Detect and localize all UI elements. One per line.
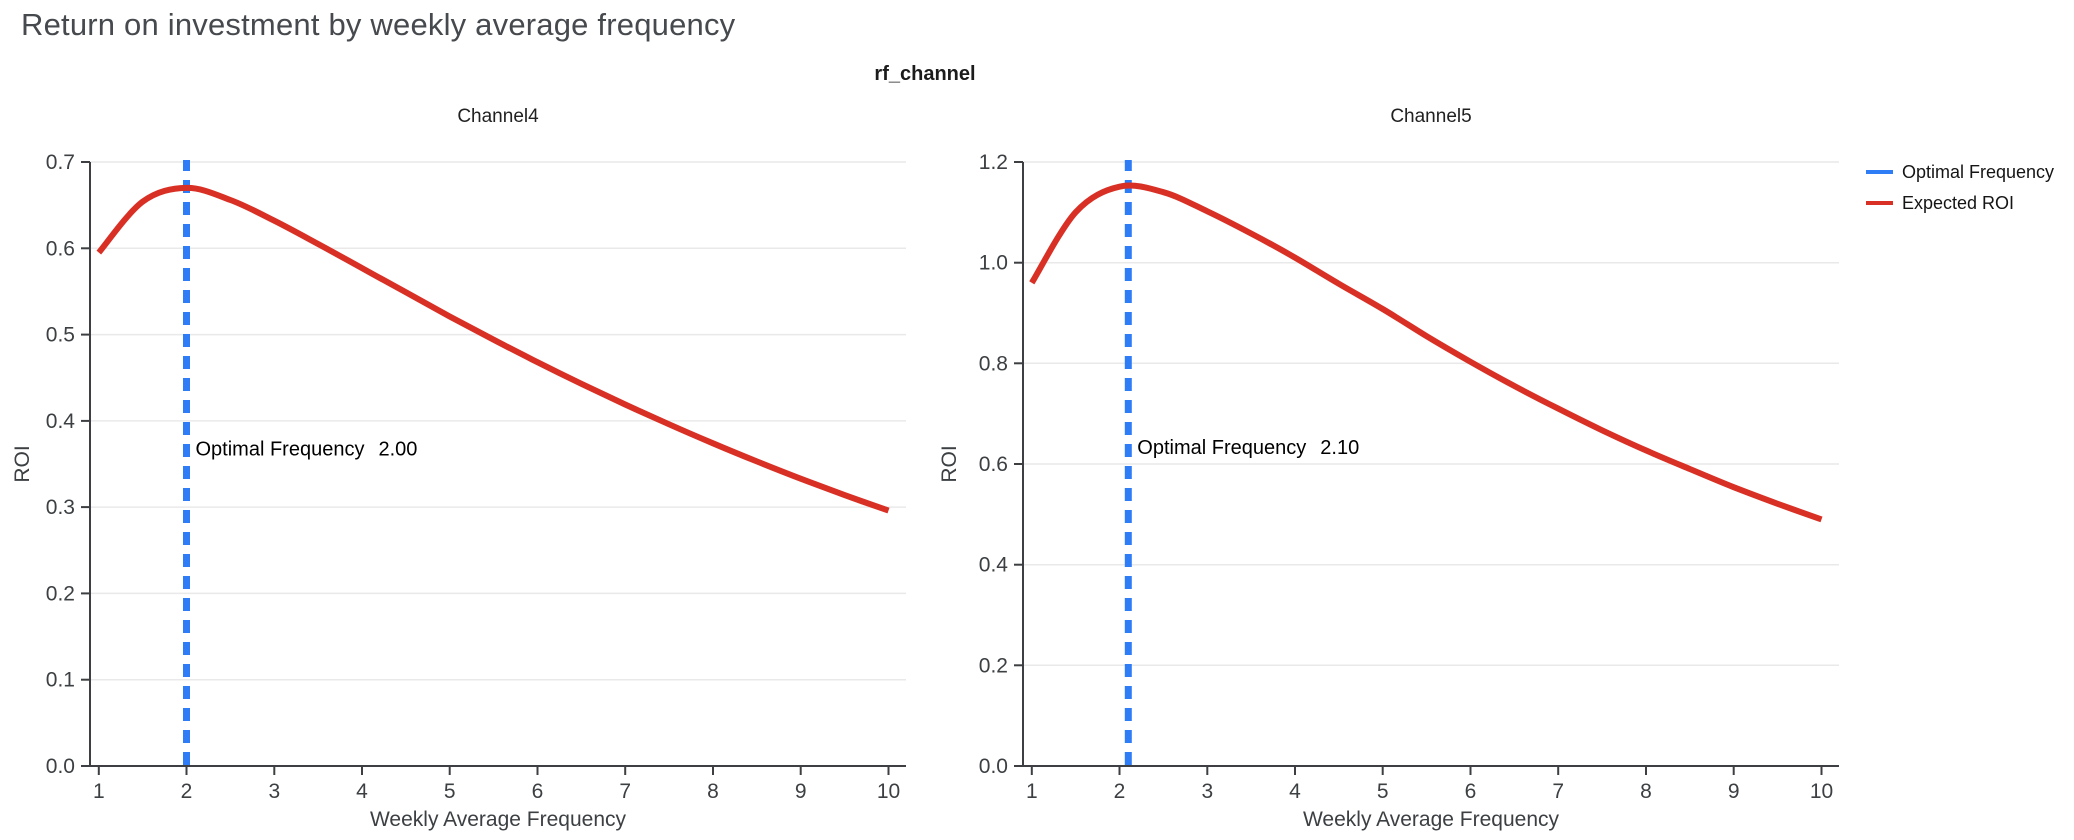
- subplot-title-channel5: Channel5: [1390, 106, 1472, 127]
- x-tick-label: 6: [1465, 780, 1477, 803]
- y-tick-label: 0.0: [46, 755, 75, 778]
- y-tick-label: 0.4: [46, 410, 76, 433]
- legend-entry-optimal-frequency: Optimal Frequency: [1866, 161, 2054, 183]
- subplot-channel5: 0.0 0.2 0.4 0.6 0.8 1.0 1.2 1 2 3 4 5 6 7 8 9 10 Optimal …: [979, 151, 1839, 803]
- optimal-frequency-annotation: Optimal Frequency 2.00: [196, 438, 418, 460]
- x-tick-label: 4: [356, 780, 368, 803]
- optimal-frequency-annotation: Optimal Frequency 2.10: [1137, 437, 1359, 459]
- y-tick-label: 0.5: [46, 324, 75, 347]
- x-tick-label: 10: [877, 780, 900, 803]
- y-tick-label: 0.4: [979, 554, 1009, 577]
- x-tick-label: 1: [93, 780, 105, 803]
- y-tick-label: 0.8: [979, 352, 1008, 375]
- x-axis-label-channel5: Weekly Average Frequency: [1302, 808, 1560, 831]
- legend-entry-expected-roi: Expected ROI: [1866, 192, 2054, 214]
- legend-label-optimal-frequency: Optimal Frequency: [1902, 161, 2055, 182]
- y-axis-label-channel5: ROI: [938, 445, 961, 483]
- x-tick-label: 10: [1810, 780, 1833, 803]
- y-axis-label-channel4: ROI: [11, 445, 34, 483]
- x-tick-label: 5: [1377, 780, 1389, 803]
- legend: Optimal Frequency Expected ROI: [1866, 161, 2054, 223]
- x-tick-label: 7: [1552, 780, 1564, 803]
- y-tick-label: 0.2: [46, 582, 75, 605]
- y-tick-label: 0.7: [46, 151, 75, 174]
- y-tick-label: 0.0: [979, 755, 1008, 778]
- page-title: Return on investment by weekly average f…: [21, 7, 736, 42]
- y-tick-label: 0.1: [46, 669, 75, 692]
- y-tick-label: 1.2: [979, 151, 1008, 174]
- x-tick-label: 5: [444, 780, 456, 803]
- x-tick-label: 9: [1728, 780, 1740, 803]
- expected-roi-curve: [1029, 182, 1823, 523]
- y-tick-label: 0.2: [979, 654, 1008, 677]
- x-tick-label: 3: [268, 780, 280, 803]
- x-axis-label-channel4: Weekly Average Frequency: [369, 808, 627, 831]
- x-tick-label: 2: [181, 780, 193, 803]
- x-tick-label: 6: [532, 780, 544, 803]
- x-tick-label: 3: [1201, 780, 1213, 803]
- y-tick-label: 1.0: [979, 252, 1008, 275]
- x-tick-label: 9: [795, 780, 807, 803]
- expected-roi-curve: [96, 184, 890, 514]
- subplot-title-channel4: Channel4: [457, 106, 539, 127]
- y-tick-label: 0.6: [979, 453, 1008, 476]
- figure-suptitle: rf_channel: [874, 63, 976, 85]
- expected-roi-line-swatch: [1866, 201, 1893, 205]
- x-tick-label: 8: [1640, 780, 1652, 803]
- x-tick-label: 8: [707, 780, 719, 803]
- x-tick-label: 4: [1289, 780, 1301, 803]
- x-tick-label: 2: [1114, 780, 1126, 803]
- y-tick-label: 0.3: [46, 496, 75, 519]
- optimal-frequency-line-swatch: [1866, 170, 1893, 174]
- y-tick-label: 0.6: [46, 237, 75, 260]
- legend-label-expected-roi: Expected ROI: [1902, 192, 2015, 213]
- subplot-channel4: 0.0 0.1 0.2 0.3 0.4 0.5 0.6 0.7 1 2 3 4 5 6 7 8 9 10 Optim…: [46, 151, 906, 803]
- x-tick-label: 7: [619, 780, 631, 803]
- x-tick-label: 1: [1026, 780, 1038, 803]
